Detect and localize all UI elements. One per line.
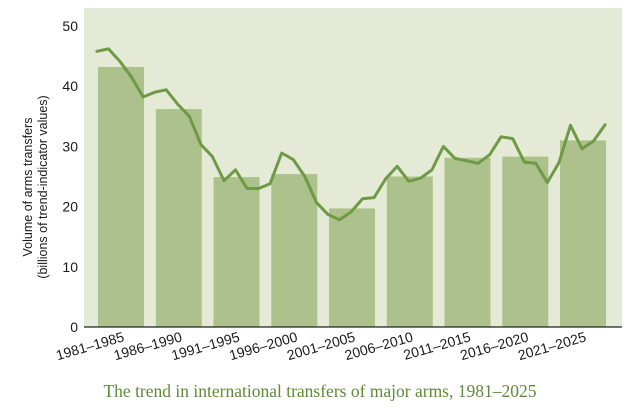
y-tick-label-30: 30: [62, 138, 78, 154]
bar-2001–2005: [329, 208, 375, 327]
bar-2006–2010: [386, 176, 433, 327]
y-tick-label-10: 10: [62, 259, 78, 275]
y-tick-label-40: 40: [62, 78, 78, 94]
trend-line-annual: [95, 47, 607, 222]
y-axis-subtitle: (billions of trend-indicator values): [36, 95, 50, 278]
y-axis-title: Volume of arms transfers: [21, 118, 35, 257]
y-axis-ticks: 0 10 20 30 40 50: [62, 18, 78, 335]
y-tick-label-50: 50: [62, 18, 78, 34]
x-axis-labels: 1981–19851986–19901991–19951996–20002001…: [54, 328, 588, 363]
arms-transfer-chart: 0 10 20 30 40 50 1981–19851986–19901991–19951…: [21, 8, 622, 363]
y-tick-label-0: 0: [70, 319, 78, 335]
bar-1996–2000: [271, 174, 318, 327]
bar-1981–1985: [98, 66, 144, 328]
bar-1986–1990: [155, 109, 202, 327]
bar-2011–2015: [444, 157, 491, 327]
bar-1991–1995: [213, 177, 260, 327]
chart-caption: The trend in international transfers of …: [103, 381, 537, 401]
bar-2016–2020: [502, 156, 549, 327]
bar-2021–2025: [560, 140, 606, 327]
y-tick-label-20: 20: [62, 199, 78, 215]
bars-layer: [98, 66, 606, 328]
